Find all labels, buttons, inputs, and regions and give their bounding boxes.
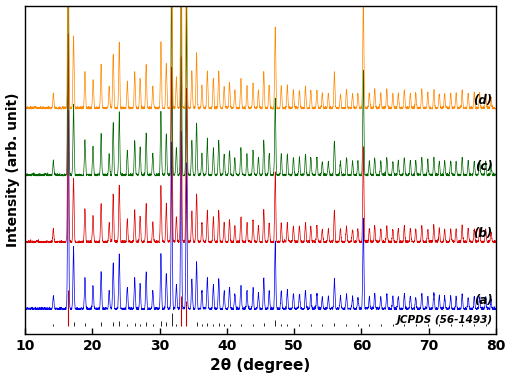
Text: JCPDS (56-1493): JCPDS (56-1493) — [396, 315, 493, 325]
Text: (d): (d) — [473, 94, 493, 106]
Text: (b): (b) — [473, 227, 493, 240]
Y-axis label: Intensity (arb. unit): Intensity (arb. unit) — [6, 92, 19, 247]
Text: (c): (c) — [475, 160, 493, 174]
X-axis label: 2θ (degree): 2θ (degree) — [211, 359, 311, 373]
Text: (a): (a) — [474, 294, 493, 307]
